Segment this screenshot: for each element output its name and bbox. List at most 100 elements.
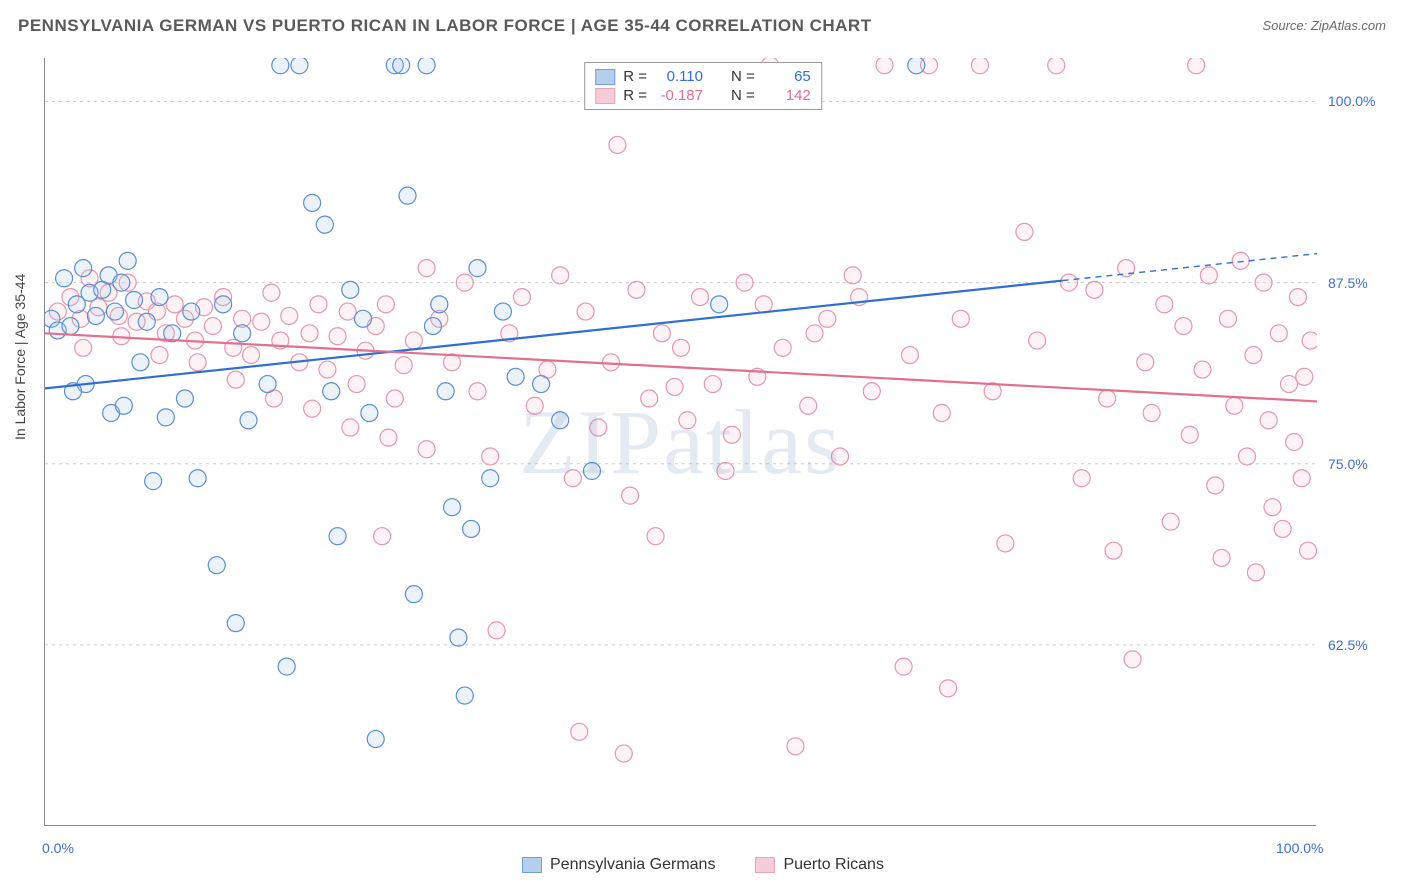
n-value-0: 65 (763, 68, 811, 85)
scatter-point (533, 376, 550, 393)
scatter-point (1255, 274, 1272, 291)
scatter-point (997, 535, 1014, 552)
scatter-point (243, 347, 260, 364)
scatter-point (75, 339, 92, 356)
scatter-point (115, 397, 132, 414)
scatter-point (126, 291, 143, 308)
scatter-point (577, 303, 594, 320)
r-value-1: -0.187 (655, 87, 703, 104)
scatter-point (463, 520, 480, 537)
scatter-point (386, 390, 403, 407)
scatter-point (145, 473, 162, 490)
scatter-point (711, 296, 728, 313)
scatter-point (469, 383, 486, 400)
y-tick-label: 62.5% (1328, 637, 1368, 653)
y-axis-label: In Labor Force | Age 35-44 (12, 274, 28, 440)
scatter-point (304, 400, 321, 417)
scatter-point (319, 361, 336, 378)
scatter-point (1124, 651, 1141, 668)
scatter-point (437, 383, 454, 400)
scatter-point (75, 260, 92, 277)
scatter-point (1300, 542, 1317, 559)
n-label: N = (731, 68, 755, 85)
scatter-point (583, 462, 600, 479)
legend-swatch-1 (595, 88, 615, 104)
scatter-point (1162, 513, 1179, 530)
scatter-point (342, 419, 359, 436)
scatter-point (736, 274, 753, 291)
scatter-point (367, 731, 384, 748)
scatter-point (704, 376, 721, 393)
scatter-point (166, 296, 183, 313)
scatter-point (1016, 223, 1033, 240)
legend-swatch-0 (595, 69, 615, 85)
legend-swatch-0b (522, 857, 542, 873)
scatter-point (339, 303, 356, 320)
scatter-point (952, 310, 969, 327)
scatter-point (1060, 274, 1077, 291)
r-label: R = (623, 68, 647, 85)
scatter-point (622, 487, 639, 504)
scatter-point (717, 462, 734, 479)
scatter-point (1270, 325, 1287, 342)
legend-label-0: Pennsylvania Germans (550, 856, 715, 874)
r-value-0: 0.110 (655, 68, 703, 85)
scatter-point (329, 328, 346, 345)
scatter-point (316, 216, 333, 233)
scatter-point (526, 397, 543, 414)
chart-container: PENNSYLVANIA GERMAN VS PUERTO RICAN IN L… (0, 0, 1406, 892)
scatter-point (1302, 332, 1317, 349)
chart-svg (45, 58, 1317, 826)
scatter-point (514, 289, 531, 306)
scatter-point (469, 260, 486, 277)
scatter-point (1073, 470, 1090, 487)
legend-row-series-1: R = -0.187 N = 142 (595, 86, 811, 105)
scatter-point (564, 470, 581, 487)
scatter-point (106, 303, 123, 320)
correlation-legend: R = 0.110 N = 65 R = -0.187 N = 142 (584, 62, 822, 110)
scatter-point (552, 412, 569, 429)
scatter-point (1143, 405, 1160, 422)
scatter-point (450, 629, 467, 646)
scatter-point (615, 745, 632, 762)
scatter-point (355, 310, 372, 327)
scatter-point (405, 332, 422, 349)
scatter-point (1219, 310, 1236, 327)
r-label: R = (623, 87, 647, 104)
scatter-point (56, 270, 73, 287)
scatter-point (393, 58, 410, 74)
scatter-point (800, 397, 817, 414)
scatter-point (323, 383, 340, 400)
scatter-point (204, 318, 221, 335)
scatter-point (1226, 397, 1243, 414)
scatter-point (494, 303, 511, 320)
scatter-point (215, 296, 232, 313)
scatter-point (183, 303, 200, 320)
scatter-point (819, 310, 836, 327)
scatter-point (456, 274, 473, 291)
scatter-point (1264, 499, 1281, 516)
scatter-point (1200, 267, 1217, 284)
scatter-point (673, 339, 690, 356)
scatter-point (590, 419, 607, 436)
scatter-point (157, 409, 174, 426)
scatter-point (755, 296, 772, 313)
legend-label-1: Puerto Ricans (783, 856, 884, 874)
scatter-point (1105, 542, 1122, 559)
scatter-point (1245, 347, 1262, 364)
scatter-point (227, 371, 244, 388)
x-tick-label: 0.0% (42, 840, 74, 856)
scatter-point (62, 318, 79, 335)
scatter-point (844, 267, 861, 284)
scatter-point (234, 325, 251, 342)
scatter-point (1232, 252, 1249, 269)
scatter-point (1281, 376, 1298, 393)
scatter-point (940, 680, 957, 697)
scatter-point (679, 412, 696, 429)
source-attribution: Source: ZipAtlas.com (1262, 18, 1386, 33)
scatter-point (723, 426, 740, 443)
scatter-point (1286, 434, 1303, 451)
scatter-point (552, 267, 569, 284)
scatter-point (933, 405, 950, 422)
chart-title: PENNSYLVANIA GERMAN VS PUERTO RICAN IN L… (18, 16, 872, 36)
